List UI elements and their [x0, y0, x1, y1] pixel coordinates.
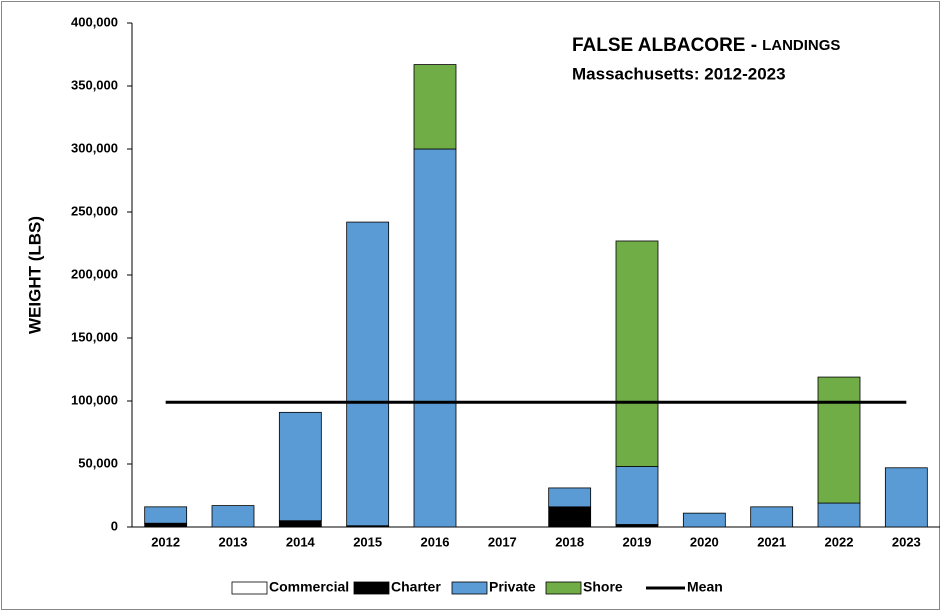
bar-segment: [817, 376, 861, 504]
bar-segment: [682, 512, 726, 528]
bar-segment: [211, 505, 255, 528]
x-tick-label: 2018: [555, 534, 584, 549]
x-tick-label: 2019: [623, 534, 652, 549]
chart-subtitle: Massachusetts: 2012-2023: [572, 64, 786, 83]
y-tick-label: 100,000: [71, 392, 118, 407]
bar-segment: [750, 506, 794, 528]
legend-label: Mean: [687, 579, 723, 595]
bar-segment: [278, 520, 322, 528]
legend-label: Commercial: [269, 579, 349, 595]
x-tick-label: 2021: [757, 534, 786, 549]
legend-swatch: [353, 581, 390, 595]
legend-swatch: [231, 581, 268, 595]
y-tick-label: 250,000: [71, 203, 118, 218]
x-tick-label: 2020: [690, 534, 719, 549]
legend-label: Shore: [583, 579, 623, 595]
bar-segment: [817, 502, 861, 528]
bar-segment: [884, 467, 928, 528]
bar-segment: [548, 506, 592, 528]
x-tick-label: 2017: [488, 534, 517, 549]
y-tick-label: 300,000: [71, 140, 118, 155]
legend-swatch: [451, 581, 488, 595]
title-main: FALSE ALBACORE -: [572, 35, 757, 56]
bar-segment: [413, 64, 457, 150]
bar-segment: [144, 506, 188, 524]
bar-segment: [615, 240, 659, 467]
y-tick-label: 150,000: [71, 329, 118, 344]
y-tick-label: 200,000: [71, 266, 118, 281]
x-tick-label: 2022: [825, 534, 854, 549]
bar-segment: [144, 522, 188, 528]
bar-segment: [413, 148, 457, 528]
x-tick-label: 2016: [421, 534, 450, 549]
y-tick-label: 50,000: [78, 455, 118, 470]
x-tick-label: 2023: [892, 534, 921, 549]
bar-segment: [615, 466, 659, 525]
y-tick-label: 350,000: [71, 77, 118, 92]
x-tick-label: 2012: [151, 534, 180, 549]
legend-label: Charter: [391, 579, 441, 595]
x-tick-label: 2014: [286, 534, 316, 549]
chart-title: FALSE ALBACORE - LANDINGS: [572, 35, 840, 56]
y-axis-label: WEIGHT (LBS): [25, 216, 44, 334]
legend-label: Private: [489, 579, 536, 595]
legend-swatch: [545, 581, 582, 595]
bar-segment: [548, 487, 592, 508]
bar-segment: [278, 411, 322, 522]
title-suffix: LANDINGS: [762, 37, 840, 54]
y-tick-label: 400,000: [71, 14, 118, 29]
x-tick-label: 2015: [353, 534, 382, 549]
bar-segment: [346, 221, 390, 527]
y-tick-label: 0: [111, 518, 118, 533]
x-tick-label: 2013: [219, 534, 248, 549]
